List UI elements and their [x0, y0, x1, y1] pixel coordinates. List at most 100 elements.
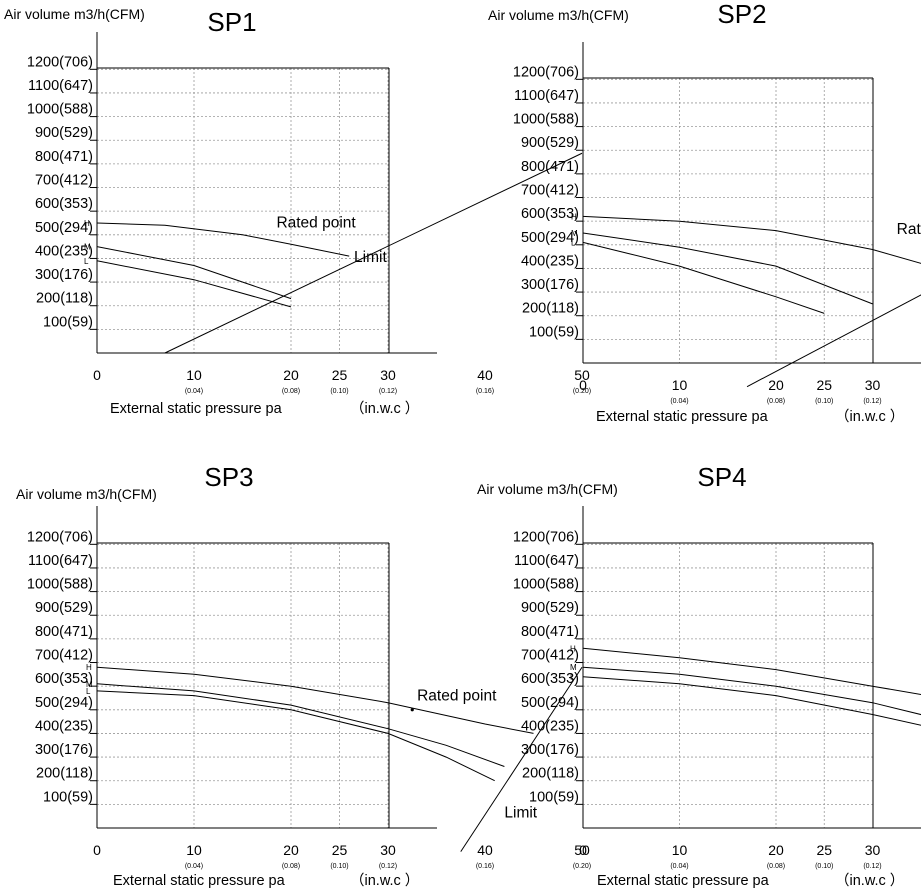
x-axis-label: External static pressure pa	[596, 409, 769, 425]
x-tick-label: 25	[332, 367, 348, 383]
y-tick-label: 500(294)	[35, 695, 93, 711]
y-tick-label: 1100(647)	[28, 553, 93, 569]
series-h-label: H	[86, 663, 92, 672]
y-tick-label: 100(59)	[529, 789, 579, 805]
series-h-line	[96, 666, 534, 734]
x-tick-label: 25	[332, 842, 348, 858]
x-tick-label: 10	[186, 842, 202, 858]
y-tick-label: 1100(647)	[514, 88, 579, 104]
y-axis-label: Air volume m3/h(CFM)	[4, 6, 145, 22]
y-tick-label: 600(353)	[35, 196, 93, 212]
y-tick-label: 900(529)	[35, 600, 93, 616]
x-tick-sublabel: (0.04)	[185, 388, 203, 395]
series-l-label: L	[571, 238, 576, 247]
y-axis-label: Air volume m3/h(CFM)	[16, 486, 157, 502]
y-tick-label: 400(235)	[35, 243, 93, 259]
y-tick-label: 1200(706)	[27, 529, 93, 545]
chart-title: SP3	[204, 462, 253, 492]
x-tick-sublabel: (0.04)	[670, 398, 688, 405]
x-tick-sublabel: (0.16)	[476, 388, 494, 395]
series-m-line	[582, 232, 873, 305]
limit-line	[460, 666, 583, 852]
series-m-label: M	[86, 680, 93, 689]
y-tick-label: 800(471)	[35, 624, 93, 640]
series-h-label: H	[570, 644, 576, 653]
x-tick-sublabel: (0.12)	[863, 863, 881, 870]
x-tick-label: 30	[380, 842, 396, 858]
chart-title: SP1	[207, 7, 256, 37]
annotation-limit: Limit	[354, 249, 387, 266]
y-tick-label: 1200(706)	[27, 54, 93, 70]
chart-title: SP2	[717, 0, 766, 29]
x-tick-sublabel: (0.04)	[185, 863, 203, 870]
y-tick-label: 700(412)	[521, 183, 579, 199]
chart-sp1: SP1 Air volume m3/h(CFM) External static p…	[4, 6, 591, 417]
y-tick-label: 200(118)	[522, 301, 579, 317]
y-tick-label: 300(176)	[521, 277, 579, 293]
x-tick-sublabel: (0.08)	[282, 388, 300, 395]
series-m-label: M	[84, 243, 91, 252]
y-tick-label: 100(59)	[43, 314, 93, 330]
y-tick-label: 600(353)	[521, 206, 579, 222]
chart-title: SP4	[697, 462, 746, 492]
y-tick-label: 500(294)	[521, 230, 579, 246]
y-tick-label: 900(529)	[521, 600, 579, 616]
annotation-limit: Limit	[504, 804, 537, 821]
x-tick-sublabel: (0.12)	[863, 398, 881, 405]
series-l-line	[582, 676, 921, 726]
y-tick-label: 400(235)	[521, 718, 579, 734]
series-m-line	[96, 246, 292, 300]
x-axis-label: External static pressure pa	[113, 873, 286, 889]
x-axis-label: External static pressure pa	[110, 401, 283, 417]
y-tick-label: 200(118)	[36, 291, 93, 307]
y-tick-label: 300(176)	[521, 742, 579, 758]
series-l-label: L	[84, 257, 89, 266]
x-tick-label: 30	[865, 842, 881, 858]
y-tick-label: 800(471)	[521, 624, 579, 640]
chart-sp2: SP2 Air volume m3/h(CFM) External static p…	[488, 0, 921, 425]
y-tick-label: 300(176)	[35, 742, 93, 758]
y-tick-label: 1200(706)	[513, 64, 579, 80]
x-tick-label: 0	[93, 842, 101, 858]
y-tick-label: 1200(706)	[513, 529, 579, 545]
x-tick-label: 10	[672, 377, 688, 393]
x-tick-label: 25	[816, 842, 832, 858]
y-tick-label: 1000(588)	[513, 112, 579, 128]
y-tick-label: 1000(588)	[27, 577, 93, 593]
y-tick-label: 700(412)	[35, 173, 93, 189]
y-axis-label: Air volume m3/h(CFM)	[477, 481, 618, 497]
x-tick-label: 20	[768, 842, 784, 858]
x-tick-label: 20	[768, 377, 784, 393]
series-h-label: H	[571, 212, 577, 221]
series-m-line	[96, 683, 505, 767]
y-tick-label: 800(471)	[521, 159, 579, 175]
y-tick-label: 400(235)	[521, 253, 579, 269]
y-axis-label: Air volume m3/h(CFM)	[488, 7, 629, 23]
chart-sp3: SP3 Air volume m3/h(CFM) External static p…	[16, 462, 591, 889]
y-tick-label: 800(471)	[35, 149, 93, 165]
annotation-rated-point: Rated point	[276, 215, 356, 232]
x-tick-sublabel: (0.10)	[330, 388, 348, 395]
x-tick-sublabel: (0.12)	[379, 863, 397, 870]
x-tick-sublabel: (0.04)	[670, 863, 688, 870]
y-tick-label: 1100(647)	[514, 553, 579, 569]
x-tick-label: 30	[380, 367, 396, 383]
y-tick-label: 200(118)	[522, 766, 579, 782]
series-h-line	[96, 222, 350, 257]
limit-line	[746, 294, 921, 388]
y-tick-label: 200(118)	[36, 766, 93, 782]
x-tick-label: 10	[186, 367, 202, 383]
x-tick-label: 50	[574, 367, 590, 383]
y-tick-label: 1000(588)	[513, 577, 579, 593]
x-tick-sublabel: (0.10)	[815, 398, 833, 405]
series-h-line	[582, 215, 921, 264]
annotation-rated-point: Rated point	[417, 687, 497, 704]
x-tick-label: 0	[579, 842, 587, 858]
series-m-label: M	[570, 663, 577, 672]
series-h-label: H	[84, 219, 90, 228]
x-axis-label: External static pressure pa	[597, 873, 770, 889]
series-l-line	[96, 690, 495, 782]
x-tick-label: 0	[93, 367, 101, 383]
y-tick-label: 600(353)	[521, 671, 579, 687]
